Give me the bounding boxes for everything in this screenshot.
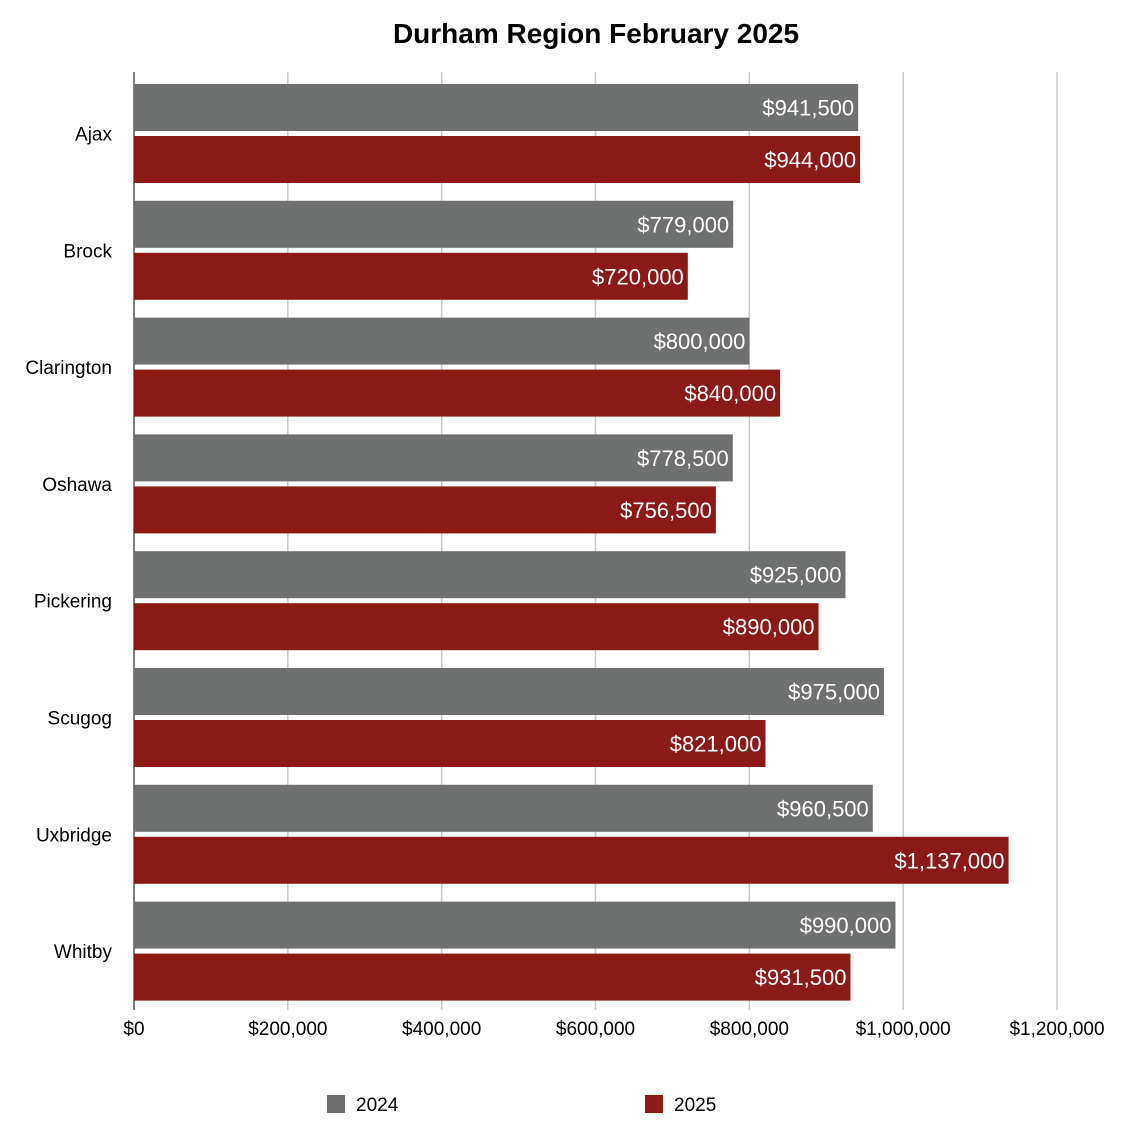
bar-value-label: $931,500 (755, 965, 847, 990)
legend-swatch (645, 1095, 663, 1113)
category-label: Uxbridge (36, 825, 112, 846)
category-label: Pickering (34, 592, 112, 613)
category-label: Oshawa (42, 475, 112, 496)
bar-value-label: $960,500 (777, 796, 869, 821)
bar-value-label: $720,000 (592, 264, 684, 289)
bar-value-label: $756,500 (620, 498, 712, 523)
x-tick-label: $200,000 (248, 1019, 327, 1040)
bar (134, 200, 734, 248)
bar (134, 317, 750, 365)
bar-value-label: $779,000 (637, 212, 729, 237)
bar (134, 784, 873, 832)
bar (134, 901, 896, 949)
bar-value-label: $890,000 (723, 615, 815, 640)
bar (134, 486, 716, 534)
bar-value-label: $941,500 (762, 96, 854, 121)
bar (134, 668, 884, 715)
bar (134, 953, 851, 1001)
x-tick-label: $600,000 (556, 1019, 635, 1040)
bar (134, 434, 733, 482)
bar-value-label: $975,000 (788, 680, 880, 705)
bar (134, 369, 781, 417)
bar-value-label: $840,000 (684, 381, 776, 406)
category-label: Whitby (54, 942, 113, 963)
x-tick-label: $400,000 (402, 1019, 481, 1040)
x-tick-label: $1,200,000 (1009, 1019, 1104, 1040)
x-axis-tick-labels: $0 $200,000 $400,000 $600,000 $800,000 $1,000… (123, 1019, 1104, 1040)
bar (134, 720, 766, 767)
bar (134, 603, 819, 651)
bar-value-label: $800,000 (654, 329, 746, 354)
bar-value-label: $990,000 (800, 913, 892, 938)
category-labels: Ajax Brock Clarington Oshawa Pickering Scugog… (25, 125, 112, 964)
bar-value-label: $778,500 (637, 446, 729, 471)
category-label: Brock (63, 241, 112, 262)
bar-value-label: $944,000 (764, 148, 856, 173)
bar (134, 136, 861, 183)
x-tick-label: $800,000 (710, 1019, 789, 1040)
bar (134, 84, 859, 131)
bar (134, 836, 1009, 884)
category-label: Scugog (48, 709, 112, 730)
bar (134, 252, 688, 300)
category-label: Ajax (75, 125, 112, 146)
bar-value-label: $925,000 (750, 563, 842, 588)
legend-swatch (327, 1095, 345, 1113)
bars: $941,500 $944,000 $779,000 $720,000 $800,000… (134, 84, 1009, 1001)
legend: 2024 2025 (327, 1095, 716, 1116)
legend-label: 2025 (674, 1095, 716, 1116)
category-label: Clarington (25, 358, 112, 379)
bar (134, 551, 846, 599)
bar-value-label: $821,000 (670, 732, 762, 757)
chart-title: Durham Region February 2025 (392, 18, 800, 49)
x-tick-label: $1,000,000 (856, 1019, 951, 1040)
x-tick-label: $0 (123, 1019, 144, 1040)
legend-label: 2024 (356, 1095, 399, 1116)
bar-value-label: $1,137,000 (894, 848, 1004, 873)
